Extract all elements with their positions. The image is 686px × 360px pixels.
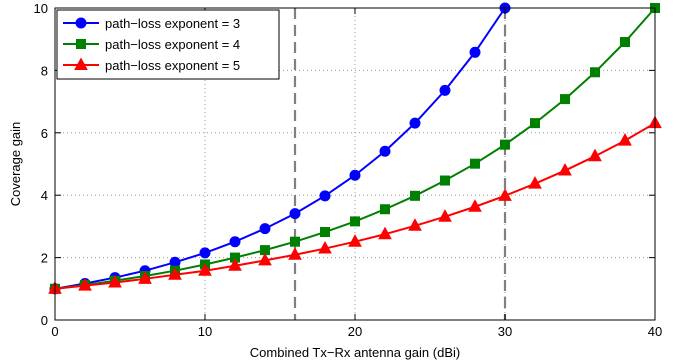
- data-point: [560, 94, 570, 105]
- data-point: [349, 169, 361, 181]
- data-point: [320, 227, 330, 238]
- data-point: [229, 236, 241, 248]
- data-point: [350, 216, 360, 227]
- data-point: [288, 247, 302, 260]
- reference-lines: [293, 8, 507, 320]
- data-point: [438, 209, 452, 222]
- data-point: [470, 158, 480, 169]
- data-point: [408, 218, 422, 231]
- y-tick-label: 2: [41, 251, 48, 266]
- data-point: [409, 117, 421, 129]
- data-point: [588, 148, 602, 162]
- data-point: [198, 263, 212, 276]
- data-point: [410, 190, 420, 201]
- y-axis-title: Coverage gain: [8, 122, 23, 207]
- x-tick-label: 40: [648, 324, 662, 339]
- data-point: [259, 223, 271, 235]
- legend-entry: path−loss exponent = 4: [63, 37, 240, 52]
- data-point: [319, 190, 331, 202]
- y-tick-label: 8: [41, 63, 48, 78]
- y-tick-label: 10: [34, 1, 48, 16]
- data-point: [558, 163, 572, 176]
- data-point: [138, 271, 152, 284]
- series-3: [48, 115, 662, 294]
- data-point: [380, 204, 390, 215]
- legend-label: path−loss exponent = 5: [105, 58, 240, 73]
- y-tick-label: 0: [41, 313, 48, 328]
- data-point: [76, 39, 86, 49]
- legend-entry: path−loss exponent = 5: [63, 57, 240, 73]
- data-point: [528, 176, 542, 189]
- data-point: [290, 236, 300, 247]
- data-point: [168, 267, 182, 280]
- data-point: [440, 175, 450, 186]
- x-tick-label: 0: [51, 324, 58, 339]
- legend-entry: path−loss exponent = 3: [63, 16, 240, 31]
- data-point: [378, 226, 392, 240]
- axis-ticks: 0 10 20 30 40 0 2 4 6 8 10: [34, 1, 663, 339]
- data-point: [74, 57, 88, 70]
- data-point: [348, 234, 362, 247]
- data-point: [258, 252, 272, 266]
- y-tick-label: 4: [41, 188, 48, 203]
- x-tick-label: 20: [348, 324, 362, 339]
- legend: path−loss exponent = 3 path−loss exponent…: [56, 9, 280, 80]
- data-point: [620, 37, 630, 48]
- x-tick-label: 30: [498, 324, 512, 339]
- data-point: [439, 84, 451, 96]
- legend-label: path−loss exponent = 4: [105, 37, 240, 52]
- data-point: [500, 139, 510, 150]
- x-tick-label: 10: [198, 324, 212, 339]
- data-point: [468, 199, 482, 212]
- data-point: [228, 258, 242, 271]
- y-tick-label: 6: [41, 126, 48, 141]
- x-axis-title: Combined Tx−Rx antenna gain (dBi): [250, 345, 460, 360]
- data-point: [108, 275, 122, 288]
- data-point: [530, 118, 540, 129]
- data-point: [590, 67, 600, 78]
- data-point: [498, 188, 512, 201]
- data-point: [78, 278, 92, 291]
- data-point: [318, 241, 332, 254]
- series-lines: [48, 2, 662, 295]
- data-point: [199, 247, 211, 259]
- data-point: [379, 145, 391, 157]
- data-point: [618, 133, 632, 146]
- legend-label: path−loss exponent = 3: [105, 16, 240, 31]
- data-point: [75, 17, 87, 29]
- data-point: [289, 208, 301, 220]
- series-line: [54, 7, 506, 290]
- data-point: [469, 46, 481, 58]
